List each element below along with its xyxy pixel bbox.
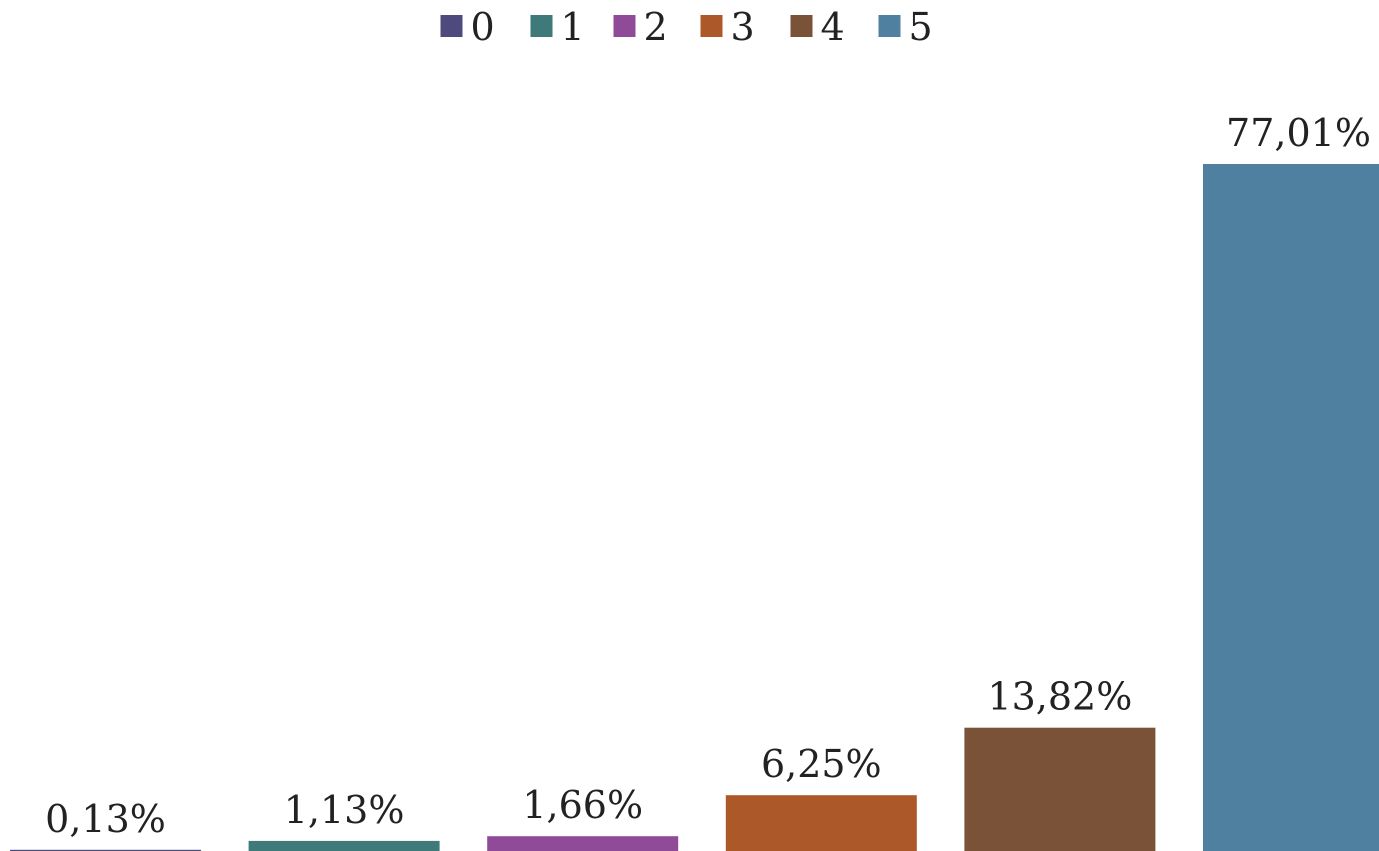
bar-1 bbox=[248, 840, 440, 851]
data-label-3: 6,25% bbox=[761, 742, 882, 786]
data-label-2: 1,66% bbox=[522, 783, 643, 827]
legend-label-3: 3 bbox=[731, 5, 755, 49]
chart-legend: 0 1 2 3 4 5 bbox=[440, 5, 933, 49]
chart-data-labels: 0,13% 1,13% 1,66% 6,25% 13,82% 77,01% bbox=[45, 111, 1371, 841]
legend-label-5: 5 bbox=[909, 5, 933, 49]
legend-label-4: 4 bbox=[821, 5, 845, 49]
chart-bars bbox=[10, 164, 1379, 851]
bar-2 bbox=[487, 836, 679, 851]
legend-swatch-4 bbox=[790, 15, 813, 37]
legend-swatch-3 bbox=[700, 15, 723, 37]
legend-swatch-0 bbox=[440, 15, 463, 37]
data-label-1: 1,13% bbox=[284, 788, 405, 832]
legend-label-1: 1 bbox=[561, 5, 585, 49]
legend-swatch-5 bbox=[878, 15, 901, 37]
bar-3 bbox=[725, 795, 917, 851]
bar-0 bbox=[10, 849, 201, 851]
legend-label-0: 0 bbox=[471, 5, 495, 49]
data-label-5: 77,01% bbox=[1226, 111, 1371, 155]
bar-4 bbox=[964, 727, 1156, 851]
data-label-4: 13,82% bbox=[987, 675, 1132, 719]
legend-swatch-2 bbox=[613, 15, 636, 37]
data-label-0: 0,13% bbox=[45, 797, 166, 841]
legend-swatch-1 bbox=[530, 15, 553, 37]
legend-label-2: 2 bbox=[644, 5, 668, 49]
bar-5 bbox=[1203, 164, 1379, 851]
